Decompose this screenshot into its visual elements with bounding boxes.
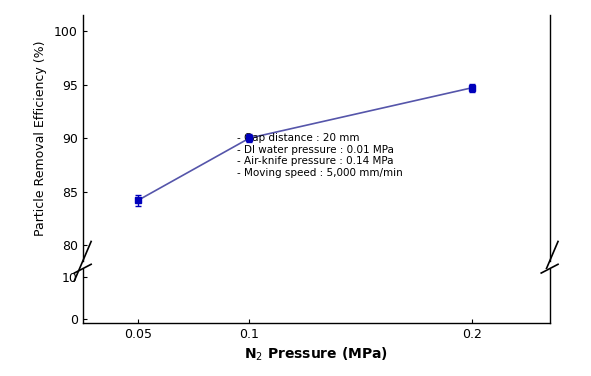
Text: - Gap distance : 20 mm
- DI water pressure : 0.01 MPa
- Air-knife pressure : 0.1: - Gap distance : 20 mm - DI water pressu… <box>237 133 402 178</box>
X-axis label: N$_2$ Pressure (MPa): N$_2$ Pressure (MPa) <box>244 346 388 363</box>
Y-axis label: Particle Removal Efficiency (%): Particle Removal Efficiency (%) <box>34 40 47 236</box>
